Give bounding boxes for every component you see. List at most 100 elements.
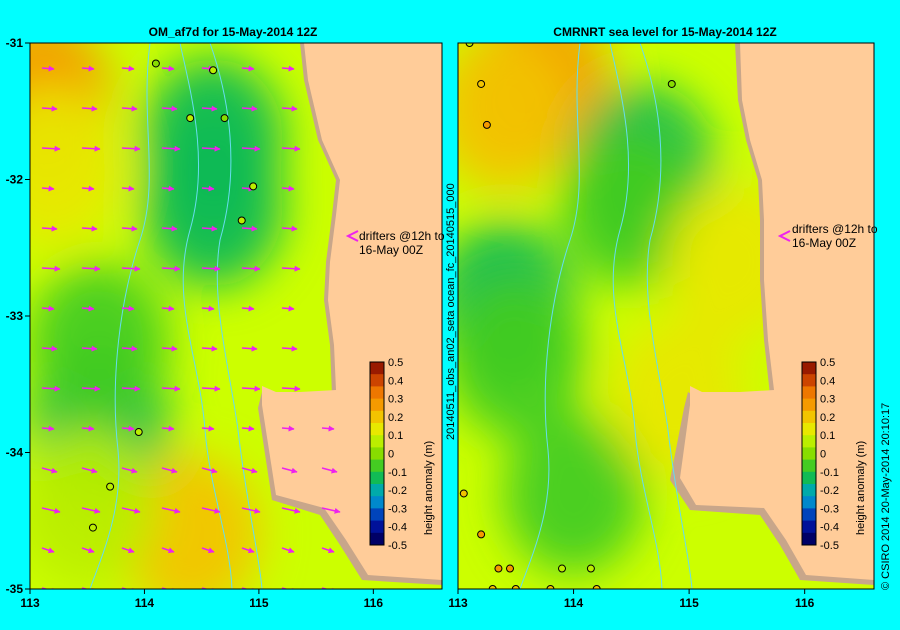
right-plot-frame <box>457 42 875 590</box>
left-anomaly-field <box>30 43 284 589</box>
drifter-velocity-arrow <box>201 105 218 112</box>
drifter-marker <box>477 79 486 88</box>
drifter-marker <box>237 216 246 225</box>
drifter-velocity-arrow <box>41 65 55 72</box>
drifter-velocity-arrow <box>241 305 255 312</box>
anomaly-patch <box>30 427 158 588</box>
drifter-velocity-arrow <box>201 547 215 554</box>
right-panel-title: CMRNRT sea level for 15-May-2014 12Z <box>553 25 776 39</box>
drifter-velocity-arrow <box>81 65 95 72</box>
drifter-velocity-arrow <box>281 145 301 152</box>
colorbar-tick-label: -0.4 <box>388 522 407 534</box>
colorbar-tick-label: -0.1 <box>820 467 839 479</box>
drifter-velocity-arrow <box>241 225 258 232</box>
right-axes: 113 114 115 116 <box>448 589 815 610</box>
colorbar-tick-label: 0.3 <box>388 394 403 406</box>
left-drifter-markers <box>88 59 258 532</box>
colorbar-swatch <box>370 447 384 461</box>
colorbar-swatch <box>370 484 384 497</box>
colorbar-swatch <box>370 435 384 448</box>
colorbar-swatch <box>802 471 816 485</box>
drifter-velocity-arrow <box>81 425 95 432</box>
drifter-velocity-arrow <box>121 265 141 272</box>
colorbar-tick-label: 0.2 <box>820 412 835 424</box>
drifter-velocity-arrow <box>121 65 135 72</box>
drifter-velocity-arrow <box>41 547 55 554</box>
drifter-velocity-arrow <box>161 225 178 232</box>
drifter-marker <box>459 489 468 498</box>
colorbar-tick-label: 0.5 <box>820 357 835 369</box>
drifter-velocity-arrow <box>281 105 298 112</box>
drifter-velocity-arrow <box>281 507 301 514</box>
right-drifter-markers <box>459 43 676 589</box>
right-colorbar: 0.5 0.4 0.3 0.2 0.1 0 -0.1 -0.2 -0.3 -0.4 -0.5 heig… <box>801 357 867 552</box>
colorbar-swatch <box>370 520 384 534</box>
colorbar-swatch <box>370 362 384 375</box>
drifter-velocity-arrow <box>121 225 138 232</box>
drifter-velocity-arrow <box>121 345 138 352</box>
drifter-velocity-arrow <box>281 65 295 72</box>
y-tick-label: -35 <box>6 582 24 596</box>
drifter-velocity-arrow <box>321 425 335 432</box>
anomaly-patch <box>30 263 169 424</box>
colorbar-swatch <box>802 362 816 375</box>
colorbar-tick-label: 0.5 <box>388 357 403 369</box>
left-bathymetry-line <box>179 43 233 589</box>
drifter-velocity-arrow <box>161 425 175 432</box>
colorbar-tick-label: -0.3 <box>388 503 407 515</box>
left-annotation-arrow <box>345 230 359 242</box>
drifter-velocity-arrow <box>121 467 138 474</box>
anomaly-patch <box>30 85 123 246</box>
drifter-velocity-arrow <box>41 265 61 272</box>
drifter-velocity-arrow <box>41 305 55 312</box>
colorbar-swatch <box>802 410 816 424</box>
drifter-velocity-arrow <box>241 345 258 352</box>
drifter-velocity-arrow <box>281 385 301 392</box>
drifter-marker <box>511 585 520 589</box>
colorbar-swatch <box>370 471 384 485</box>
drifter-velocity-arrow <box>121 385 141 392</box>
colorbar-swatch <box>802 374 816 387</box>
drifter-velocity-arrow <box>241 385 261 392</box>
anomaly-patch <box>120 454 261 589</box>
drifter-marker <box>558 564 566 573</box>
left-panel-title: OM_af7d for 15-May-2014 12Z <box>149 25 318 39</box>
drifter-marker <box>186 114 195 123</box>
drifter-velocity-arrow <box>201 345 218 352</box>
drifter-velocity-arrow <box>81 225 98 232</box>
colorbar-swatch <box>802 508 816 522</box>
colorbar-tick-label: 0.1 <box>388 430 403 442</box>
drifter-velocity-arrow <box>161 345 178 352</box>
colorbar-tick-label: -0.2 <box>388 485 407 497</box>
colorbar-swatch <box>370 496 384 509</box>
drifter-velocity-arrow <box>121 305 135 312</box>
colorbar-label: height anomaly (m) <box>855 441 867 535</box>
left-colorbar: 0.5 0.4 0.3 0.2 0.1 0 -0.1 -0.2 -0.3 -0.4 -0.5 heig… <box>369 357 435 552</box>
colorbar-label: height anomaly (m) <box>423 441 435 535</box>
y-tick-label: -34 <box>6 446 24 460</box>
drifter-marker <box>482 120 491 129</box>
colorbar-swatch <box>370 398 384 412</box>
right-annotation-line1: drifters @12h to <box>792 222 878 236</box>
drifter-velocity-arrow <box>81 185 95 192</box>
colorbar-tick-label: 0.4 <box>820 375 835 387</box>
drifter-velocity-arrow <box>121 145 141 152</box>
y-tick-label: -32 <box>6 173 24 187</box>
drifter-velocity-arrow <box>161 467 178 474</box>
drifter-marker <box>209 66 218 75</box>
drifter-velocity-arrow <box>41 225 58 232</box>
colorbar-tick-label: -0.3 <box>820 503 839 515</box>
drifter-velocity-arrow <box>81 105 98 112</box>
colorbar-swatch <box>370 386 384 400</box>
colorbar-tick-label: 0.1 <box>820 430 835 442</box>
x-tick-label: 114 <box>564 596 584 610</box>
drifter-velocity-arrow <box>281 185 295 192</box>
right-bathymetry-line <box>639 43 693 589</box>
drifter-marker <box>488 585 497 589</box>
drifter-velocity-arrow <box>161 105 178 112</box>
drifter-velocity-arrow <box>321 507 341 514</box>
left-bathymetry-line <box>209 43 263 589</box>
drifter-marker <box>506 564 514 573</box>
drifter-velocity-arrow <box>241 265 261 272</box>
